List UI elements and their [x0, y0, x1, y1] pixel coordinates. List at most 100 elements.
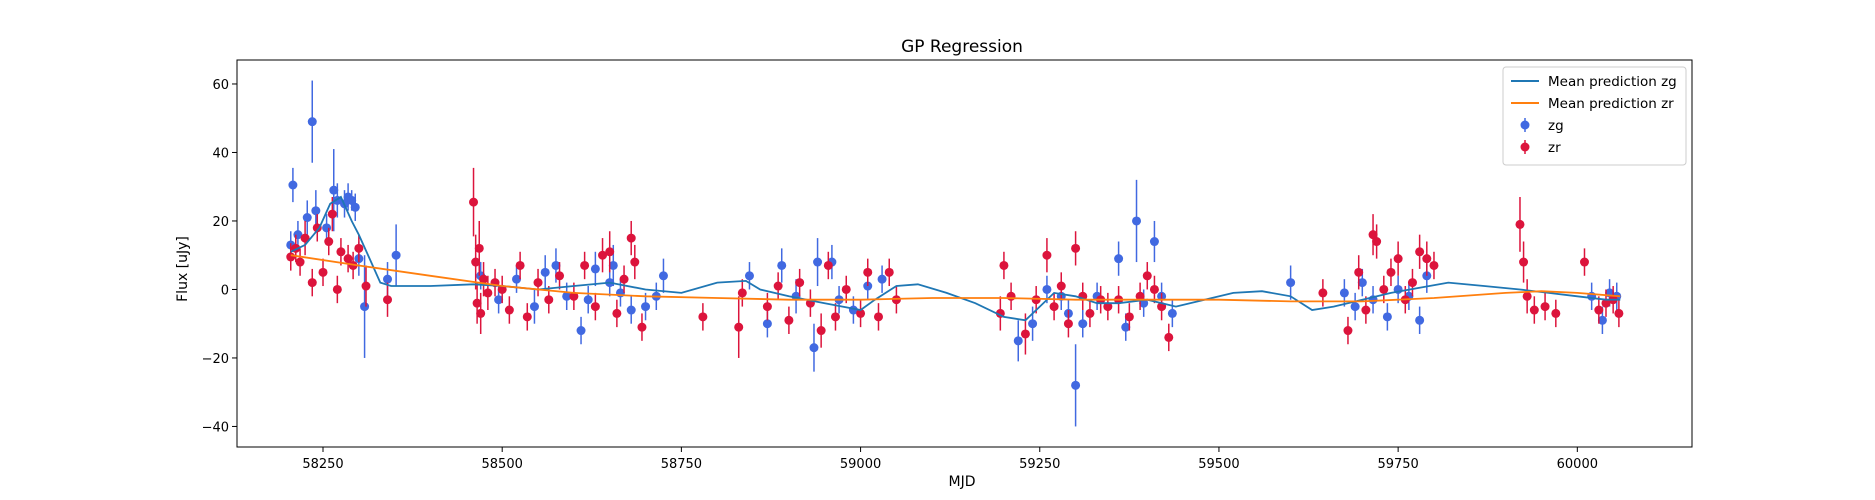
zg-data-point [762, 319, 772, 329]
zg-data-point [360, 302, 370, 312]
zr-data-point [515, 260, 525, 270]
zr-data-point [1085, 308, 1095, 318]
zr-data-point [1393, 254, 1403, 264]
zr-data-point [307, 278, 317, 288]
zg-data-point [576, 326, 586, 336]
zr-data-point [497, 284, 507, 294]
zg-data-point [347, 195, 357, 205]
zr-data-point [1142, 271, 1152, 281]
zg-data-point [809, 343, 819, 353]
zr-data-point [1164, 332, 1174, 342]
legend-swatch-point [1520, 142, 1530, 152]
zr-data-point [1422, 254, 1432, 264]
zr-data-point [1020, 329, 1030, 339]
x-tick-label: 58250 [302, 457, 343, 472]
zr-data-point [479, 274, 489, 284]
zr-data-point [476, 308, 486, 318]
zr-data-point [327, 209, 337, 219]
zr-data-point [1006, 291, 1016, 301]
zg-data-point [512, 274, 522, 284]
zr-data-point [873, 312, 883, 322]
legend-swatch-point [1520, 120, 1530, 130]
y-tick-label: −40 [202, 420, 229, 435]
zr-data-point [863, 267, 873, 277]
zr-data-point [522, 312, 532, 322]
series-zr-points [286, 167, 1624, 358]
zr-data-point [1579, 257, 1589, 267]
x-tick-label: 58750 [661, 457, 702, 472]
zr-data-point [533, 278, 543, 288]
zr-data-point [300, 233, 310, 243]
legend-label: zg [1548, 118, 1564, 134]
zg-data-point [1132, 216, 1142, 226]
zr-data-point [1594, 305, 1604, 315]
zr-data-point [1379, 284, 1389, 294]
zr-data-point [469, 197, 479, 207]
legend: Mean prediction zg Mean prediction zr zg zr [1502, 66, 1687, 166]
zr-data-point [569, 291, 579, 301]
y-tick-label: −20 [202, 352, 229, 367]
zr-data-point [474, 243, 484, 253]
zg-data-point [1415, 315, 1425, 325]
zg-data-point [302, 213, 312, 223]
zr-data-point [1063, 319, 1073, 329]
zg-data-point [658, 271, 668, 281]
series-line-mean-prediction-zr [290, 254, 1621, 303]
zr-data-point [1056, 281, 1066, 291]
x-tick-label: 60000 [1557, 457, 1598, 472]
zr-data-point [841, 284, 851, 294]
zr-data-point [762, 302, 772, 312]
plot-frame [236, 59, 1693, 448]
zr-data-point [734, 322, 744, 332]
zg-data-point [608, 260, 618, 270]
x-tick-label: 59500 [1198, 457, 1239, 472]
zr-data-point [1031, 295, 1041, 305]
zg-data-point [322, 223, 332, 233]
zg-data-point [329, 185, 339, 195]
zg-data-point [1042, 284, 1052, 294]
zr-data-point [1124, 312, 1134, 322]
zg-data-point [1167, 308, 1177, 318]
zr-data-point [354, 243, 364, 253]
zr-data-point [318, 267, 328, 277]
zr-data-point [1318, 288, 1328, 298]
x-tick-label: 58500 [482, 457, 523, 472]
zr-data-point [830, 312, 840, 322]
zr-data-point [1515, 219, 1525, 229]
zr-data-point [324, 237, 334, 247]
zr-data-point [1407, 278, 1417, 288]
zr-data-point [1519, 257, 1529, 267]
zr-data-point [471, 257, 481, 267]
zr-data-point [795, 278, 805, 288]
plot-area [286, 80, 1624, 427]
zg-data-point [1286, 278, 1296, 288]
zr-data-point [1049, 302, 1059, 312]
zg-data-point [288, 180, 298, 190]
zr-data-point [286, 252, 296, 262]
zr-data-point [472, 298, 482, 308]
zr-data-point [590, 302, 600, 312]
chart-title: GP Regression [901, 37, 1023, 57]
y-tick-label: 40 [212, 146, 229, 161]
y-axis-label: Flux [uJy] [175, 236, 191, 302]
zr-data-point [856, 308, 866, 318]
zr-data-point [336, 247, 346, 257]
series-zg-points [286, 80, 1622, 427]
zr-data-point [619, 274, 629, 284]
legend-label: Mean prediction zr [1548, 96, 1674, 112]
zr-data-point [884, 267, 894, 277]
zr-data-point [737, 288, 747, 298]
zr-data-point [1354, 267, 1364, 277]
zr-data-point [1522, 291, 1532, 301]
x-tick-label: 59000 [840, 457, 881, 472]
zr-data-point [598, 250, 608, 260]
zr-data-point [698, 312, 708, 322]
axes: 58250 58500 58750 59000 59250 59500 59750 60000… [202, 59, 1693, 472]
zr-data-point [1149, 284, 1159, 294]
zr-data-point [1415, 247, 1425, 257]
zr-data-point [999, 260, 1009, 270]
zg-data-point [551, 260, 561, 270]
y-tick-label: 20 [212, 215, 229, 230]
zr-data-point [784, 315, 794, 325]
